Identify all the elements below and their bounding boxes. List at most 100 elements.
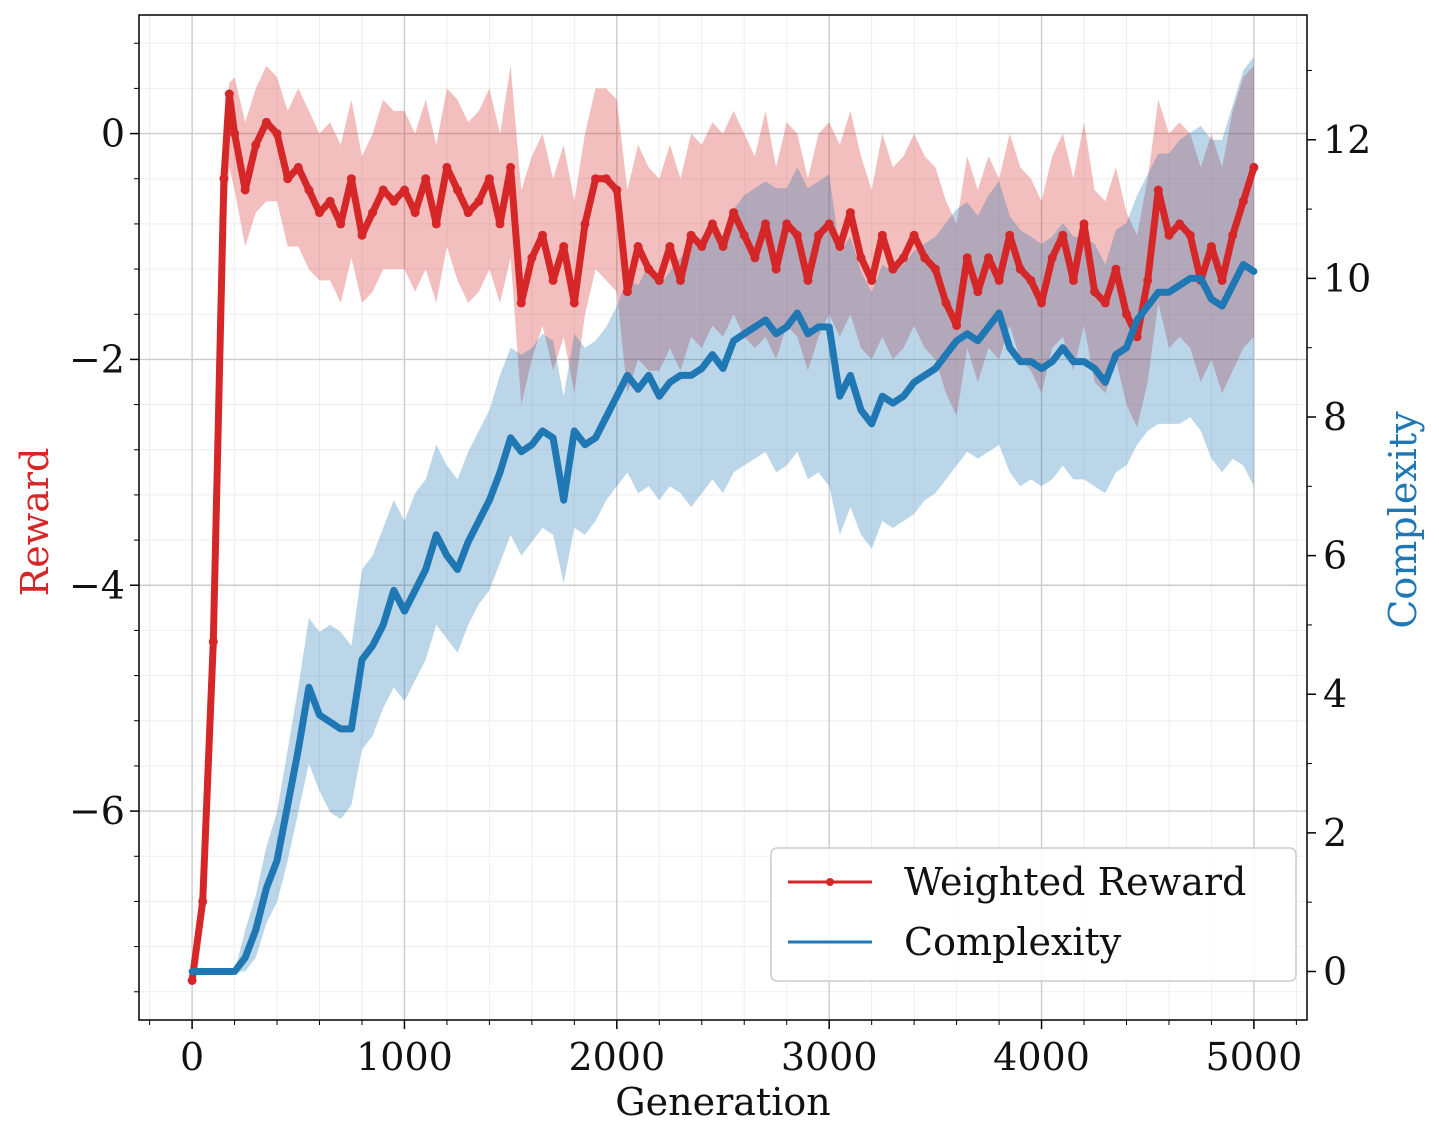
- reward-point: [1217, 275, 1227, 285]
- reward-point: [899, 253, 908, 263]
- x-tick-label: 0: [180, 1035, 204, 1079]
- reward-point: [1090, 287, 1100, 297]
- reward-point: [336, 219, 346, 229]
- reward-point: [856, 253, 866, 263]
- reward-point: [973, 287, 983, 297]
- reward-point: [495, 219, 505, 229]
- reward-point: [644, 264, 654, 274]
- x-tick-label: 4000: [993, 1035, 1090, 1079]
- reward-point: [676, 275, 685, 285]
- reward-point: [569, 298, 579, 308]
- reward-point: [750, 253, 760, 263]
- reward-point: [538, 230, 547, 240]
- reward-point: [707, 219, 717, 229]
- legend-label-complexity: Complexity: [904, 920, 1122, 964]
- reward-point: [941, 298, 951, 308]
- reward-point: [1122, 309, 1131, 319]
- reward-point: [219, 174, 229, 184]
- y-axis-left-title: Reward: [13, 448, 57, 597]
- reward-point: [516, 298, 526, 308]
- reward-point: [771, 264, 781, 274]
- reward-point: [994, 275, 1004, 285]
- y-axis-right-title: Complexity: [1381, 411, 1425, 629]
- reward-point: [506, 162, 516, 172]
- reward-point: [962, 253, 972, 263]
- y-right-tick-label: 10: [1323, 256, 1371, 300]
- y-left-tick-label: 0: [101, 112, 125, 156]
- reward-point: [835, 242, 845, 251]
- reward-point: [1037, 298, 1046, 308]
- reward-point: [315, 208, 324, 218]
- weighted-reward-line: [188, 90, 1258, 984]
- reward-point: [293, 162, 303, 172]
- reward-point: [952, 321, 962, 330]
- reward-point: [389, 196, 399, 206]
- reward-point: [378, 185, 388, 195]
- reward-point: [697, 242, 707, 251]
- reward-point: [453, 185, 462, 195]
- y-right-tick-label: 8: [1323, 395, 1347, 439]
- x-tick-label: 3000: [781, 1035, 878, 1079]
- y-left-tick-label: −2: [69, 337, 125, 381]
- complexity-band: [192, 56, 1254, 972]
- reward-point: [1206, 242, 1216, 251]
- reward-point: [208, 637, 218, 647]
- x-axis-title: Generation: [615, 1080, 830, 1124]
- reward-point: [463, 208, 473, 218]
- reward-point: [686, 230, 696, 240]
- reward-point: [761, 219, 770, 229]
- y-right-tick-label: 4: [1323, 672, 1347, 716]
- x-tick-label: 1000: [356, 1035, 453, 1079]
- reward-point: [601, 174, 611, 184]
- reward-point: [867, 275, 877, 285]
- reward-point: [984, 253, 993, 263]
- reward-point: [1175, 219, 1185, 229]
- reward-point: [400, 185, 409, 195]
- x-tick-label: 2000: [568, 1035, 665, 1079]
- reward-point: [1005, 230, 1015, 240]
- reward-point: [1143, 275, 1153, 285]
- reward-point: [1058, 230, 1068, 240]
- reward-point: [877, 230, 887, 240]
- reward-point: [633, 242, 643, 251]
- reward-point: [930, 264, 940, 274]
- reward-point: [845, 208, 855, 218]
- plot-frame: [138, 14, 1308, 1021]
- reward-point: [1249, 162, 1259, 172]
- reward-point: [612, 185, 622, 195]
- reward-point: [474, 196, 484, 206]
- reward-point: [368, 208, 378, 218]
- reward-point: [739, 230, 749, 240]
- reward-point: [654, 275, 664, 285]
- reward-point: [484, 174, 494, 184]
- reward-point: [1228, 230, 1238, 240]
- reward-point: [325, 196, 335, 206]
- reward-point: [1238, 196, 1248, 206]
- reward-point: [580, 219, 590, 229]
- reward-point: [888, 264, 898, 274]
- reward-point: [283, 174, 293, 184]
- reward-point: [1153, 185, 1163, 195]
- reward-point: [230, 129, 240, 139]
- reward-point: [442, 162, 452, 172]
- y-left-tick-label: −6: [69, 789, 125, 833]
- legend-marker-reward: [826, 878, 834, 886]
- reward-point: [559, 242, 569, 251]
- reward-point: [920, 253, 930, 263]
- reward-point: [304, 185, 314, 195]
- reward-point: [272, 129, 282, 139]
- reward-point: [421, 174, 431, 184]
- legend-label-weighted-reward: Weighted Reward: [904, 860, 1246, 904]
- reward-point: [1047, 253, 1057, 263]
- confidence-bands: [192, 56, 1254, 981]
- reward-point: [782, 219, 792, 229]
- reward-point: [527, 253, 537, 263]
- reward-point: [792, 230, 802, 240]
- reward-point: [803, 275, 813, 285]
- reward-point: [1079, 219, 1089, 229]
- reward-point: [729, 208, 739, 218]
- reward-point: [1026, 275, 1036, 285]
- reward-point: [251, 140, 261, 150]
- reward-point: [1164, 230, 1174, 240]
- reward-point: [198, 896, 208, 906]
